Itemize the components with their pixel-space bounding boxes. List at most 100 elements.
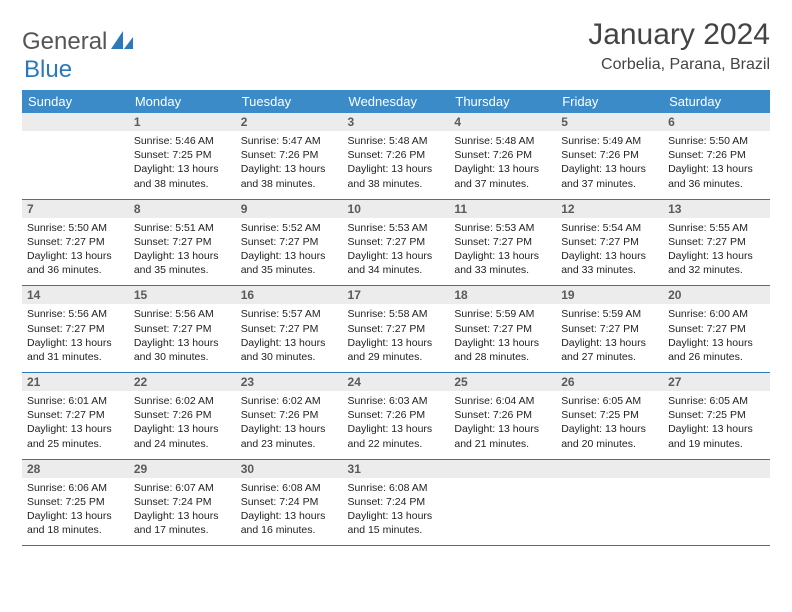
- day-cell: [556, 459, 663, 546]
- sunset-line: Sunset: 7:26 PM: [561, 148, 658, 162]
- sunset-line: Sunset: 7:24 PM: [348, 495, 445, 509]
- weekday-header-row: Sunday Monday Tuesday Wednesday Thursday…: [22, 90, 770, 113]
- day-cell: 3Sunrise: 5:48 AMSunset: 7:26 PMDaylight…: [343, 113, 450, 199]
- sunset-line: Sunset: 7:24 PM: [241, 495, 338, 509]
- sunrise-line: Sunrise: 5:51 AM: [134, 221, 231, 235]
- day-cell: 14Sunrise: 5:56 AMSunset: 7:27 PMDayligh…: [22, 286, 129, 373]
- day-body: Sunrise: 5:51 AMSunset: 7:27 PMDaylight:…: [129, 218, 236, 286]
- day-body: Sunrise: 5:58 AMSunset: 7:27 PMDaylight:…: [343, 304, 450, 372]
- day-number: 23: [236, 373, 343, 391]
- daylight-line: Daylight: 13 hours and 37 minutes.: [561, 162, 658, 190]
- day-number: 22: [129, 373, 236, 391]
- daylight-line: Daylight: 13 hours and 38 minutes.: [348, 162, 445, 190]
- day-cell: 20Sunrise: 6:00 AMSunset: 7:27 PMDayligh…: [663, 286, 770, 373]
- day-body: Sunrise: 5:49 AMSunset: 7:26 PMDaylight:…: [556, 131, 663, 199]
- sunrise-line: Sunrise: 5:57 AM: [241, 307, 338, 321]
- sunrise-line: Sunrise: 5:46 AM: [134, 134, 231, 148]
- daylight-line: Daylight: 13 hours and 15 minutes.: [348, 509, 445, 537]
- daylight-line: Daylight: 13 hours and 38 minutes.: [241, 162, 338, 190]
- sunrise-line: Sunrise: 5:49 AM: [561, 134, 658, 148]
- sunset-line: Sunset: 7:27 PM: [241, 235, 338, 249]
- day-cell: 6Sunrise: 5:50 AMSunset: 7:26 PMDaylight…: [663, 113, 770, 199]
- day-body: Sunrise: 5:59 AMSunset: 7:27 PMDaylight:…: [556, 304, 663, 372]
- month-title: January 2024: [588, 18, 770, 52]
- sunset-line: Sunset: 7:26 PM: [454, 148, 551, 162]
- sunset-line: Sunset: 7:27 PM: [134, 235, 231, 249]
- sunset-line: Sunset: 7:25 PM: [27, 495, 124, 509]
- sunrise-line: Sunrise: 6:08 AM: [241, 481, 338, 495]
- sunset-line: Sunset: 7:25 PM: [668, 408, 765, 422]
- day-body: Sunrise: 6:01 AMSunset: 7:27 PMDaylight:…: [22, 391, 129, 459]
- weekday-header: Monday: [129, 90, 236, 113]
- sunset-line: Sunset: 7:25 PM: [134, 148, 231, 162]
- day-number: 26: [556, 373, 663, 391]
- daylight-line: Daylight: 13 hours and 38 minutes.: [134, 162, 231, 190]
- day-body: Sunrise: 6:07 AMSunset: 7:24 PMDaylight:…: [129, 478, 236, 546]
- daylight-line: Daylight: 13 hours and 37 minutes.: [454, 162, 551, 190]
- day-number: 28: [22, 460, 129, 478]
- sunrise-line: Sunrise: 5:52 AM: [241, 221, 338, 235]
- day-cell: 2Sunrise: 5:47 AMSunset: 7:26 PMDaylight…: [236, 113, 343, 199]
- sunrise-line: Sunrise: 6:07 AM: [134, 481, 231, 495]
- daylight-line: Daylight: 13 hours and 27 minutes.: [561, 336, 658, 364]
- day-number: 29: [129, 460, 236, 478]
- weekday-header: Saturday: [663, 90, 770, 113]
- day-body: Sunrise: 6:02 AMSunset: 7:26 PMDaylight:…: [236, 391, 343, 459]
- day-number: 3: [343, 113, 450, 131]
- day-body: Sunrise: 6:05 AMSunset: 7:25 PMDaylight:…: [663, 391, 770, 459]
- daylight-line: Daylight: 13 hours and 36 minutes.: [27, 249, 124, 277]
- weekday-header: Wednesday: [343, 90, 450, 113]
- daylight-line: Daylight: 13 hours and 32 minutes.: [668, 249, 765, 277]
- sunrise-line: Sunrise: 6:00 AM: [668, 307, 765, 321]
- day-body: Sunrise: 5:52 AMSunset: 7:27 PMDaylight:…: [236, 218, 343, 286]
- sunrise-line: Sunrise: 5:53 AM: [454, 221, 551, 235]
- day-cell: 8Sunrise: 5:51 AMSunset: 7:27 PMDaylight…: [129, 199, 236, 286]
- sunset-line: Sunset: 7:27 PM: [134, 322, 231, 336]
- day-cell: [22, 113, 129, 199]
- day-number: 14: [22, 286, 129, 304]
- sunrise-line: Sunrise: 6:05 AM: [561, 394, 658, 408]
- day-cell: 31Sunrise: 6:08 AMSunset: 7:24 PMDayligh…: [343, 459, 450, 546]
- day-body-empty: [556, 478, 663, 540]
- sunset-line: Sunset: 7:27 PM: [348, 235, 445, 249]
- day-body: Sunrise: 5:55 AMSunset: 7:27 PMDaylight:…: [663, 218, 770, 286]
- sunrise-line: Sunrise: 5:54 AM: [561, 221, 658, 235]
- sunrise-line: Sunrise: 5:50 AM: [668, 134, 765, 148]
- day-body: Sunrise: 5:47 AMSunset: 7:26 PMDaylight:…: [236, 131, 343, 199]
- sunset-line: Sunset: 7:27 PM: [27, 322, 124, 336]
- day-number: 1: [129, 113, 236, 131]
- sunset-line: Sunset: 7:26 PM: [454, 408, 551, 422]
- sunset-line: Sunset: 7:26 PM: [348, 148, 445, 162]
- sunset-line: Sunset: 7:27 PM: [668, 322, 765, 336]
- day-number: 30: [236, 460, 343, 478]
- day-number: 31: [343, 460, 450, 478]
- daylight-line: Daylight: 13 hours and 23 minutes.: [241, 422, 338, 450]
- daylight-line: Daylight: 13 hours and 20 minutes.: [561, 422, 658, 450]
- sunrise-line: Sunrise: 6:06 AM: [27, 481, 124, 495]
- week-row: 21Sunrise: 6:01 AMSunset: 7:27 PMDayligh…: [22, 373, 770, 460]
- daylight-line: Daylight: 13 hours and 21 minutes.: [454, 422, 551, 450]
- day-number: 25: [449, 373, 556, 391]
- daylight-line: Daylight: 13 hours and 16 minutes.: [241, 509, 338, 537]
- week-row: 28 Sunrise: 6:06 AMSunset: 7:25 PM Dayligh…: [22, 459, 770, 546]
- day-number: 21: [22, 373, 129, 391]
- sunrise-line: Sunrise: 5:53 AM: [348, 221, 445, 235]
- day-cell: 7Sunrise: 5:50 AMSunset: 7:27 PMDaylight…: [22, 199, 129, 286]
- day-cell: 19Sunrise: 5:59 AMSunset: 7:27 PMDayligh…: [556, 286, 663, 373]
- sunrise-line: Sunrise: 5:59 AM: [561, 307, 658, 321]
- day-body: Sunrise: 5:48 AMSunset: 7:26 PMDaylight:…: [343, 131, 450, 199]
- day-number-empty: [663, 460, 770, 478]
- sunrise-line: Sunrise: 6:05 AM: [668, 394, 765, 408]
- sunset-line: Sunset: 7:27 PM: [27, 235, 124, 249]
- brand-word1: General: [22, 28, 107, 56]
- day-cell: 25Sunrise: 6:04 AMSunset: 7:26 PMDayligh…: [449, 373, 556, 460]
- sunrise-line: Sunrise: 5:47 AM: [241, 134, 338, 148]
- day-number: 7: [22, 200, 129, 218]
- day-body: Sunrise: 5:50 AMSunset: 7:26 PMDaylight:…: [663, 131, 770, 199]
- weekday-header: Tuesday: [236, 90, 343, 113]
- day-cell: 17Sunrise: 5:58 AMSunset: 7:27 PMDayligh…: [343, 286, 450, 373]
- day-cell: 22Sunrise: 6:02 AMSunset: 7:26 PMDayligh…: [129, 373, 236, 460]
- day-body: Sunrise: 6:00 AMSunset: 7:27 PMDaylight:…: [663, 304, 770, 372]
- sunrise-line: Sunrise: 5:56 AM: [27, 307, 124, 321]
- weekday-header: Friday: [556, 90, 663, 113]
